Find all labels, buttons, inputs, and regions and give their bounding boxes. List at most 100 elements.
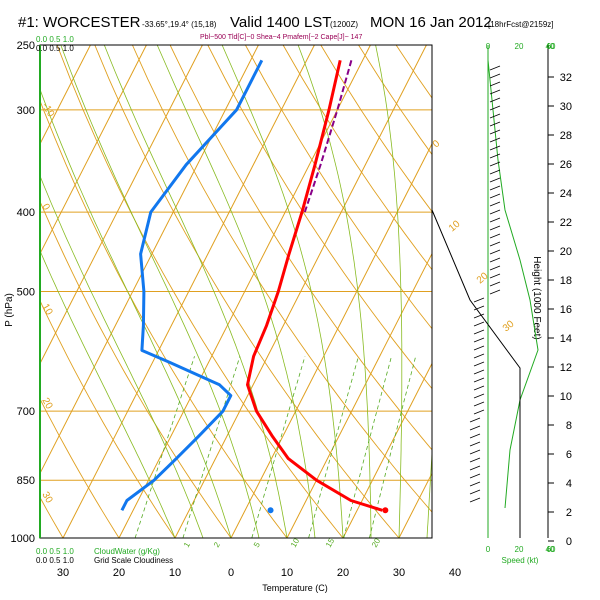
temp-tick-label: 10 <box>169 567 181 579</box>
wind-barb <box>473 337 485 343</box>
moist-adiabat-line <box>297 45 372 538</box>
isotherm-label: 0 <box>431 138 443 150</box>
wind-barb <box>489 265 501 271</box>
wind-axis-top-label: 40 <box>546 42 555 51</box>
wind-speed-profile <box>487 59 539 509</box>
cloudwater-scale: 0.0 0.5 1.0 <box>36 547 74 556</box>
height-tick-label: 22 <box>560 217 572 229</box>
right-axis-label: Height (1000 Feet) <box>531 256 542 339</box>
dry-adiabat-line <box>169 45 432 451</box>
series-layer <box>120 59 389 514</box>
wind-barb <box>473 353 485 359</box>
station-title: #1: WORCESTER <box>18 14 141 31</box>
height-tick-label: 12 <box>560 362 572 374</box>
height-tick-label: 26 <box>560 159 572 171</box>
wind-barb <box>473 361 485 367</box>
isotherm-line <box>511 45 600 538</box>
dry-adiabat-line <box>547 45 600 538</box>
wind-axis-bottom-label: 60 <box>547 545 556 554</box>
pressure-tick-label: 400 <box>17 207 35 219</box>
top-scale-black: 0.0 0.5 1.0 <box>36 44 74 53</box>
wind-barb <box>489 201 501 207</box>
wind-barb <box>489 257 501 263</box>
height-tick-label: 4 <box>566 478 572 490</box>
height-tick-label: 20 <box>560 246 572 258</box>
wind-barb <box>489 153 501 159</box>
moist-adiabat-line <box>221 45 344 538</box>
wind-barb <box>473 409 485 415</box>
temp-tick-label: 10 <box>281 567 293 579</box>
pressure-tick-label: 850 <box>17 475 35 487</box>
wind-axis-top-label: 20 <box>515 42 524 51</box>
moist-adiabat-line <box>40 174 204 538</box>
isotherm-line <box>62 45 315 538</box>
dry-adiabat-line <box>94 45 400 538</box>
dry-adiabat-line <box>320 45 432 213</box>
isotherm-line <box>40 45 91 145</box>
height-tick-label: 6 <box>566 449 572 461</box>
dry-adiabat-line <box>40 299 176 538</box>
height-tick-label: 8 <box>566 420 572 432</box>
wind-barb <box>489 105 501 111</box>
isotherm-line <box>118 45 371 538</box>
dry-adiabat-line <box>56 45 344 538</box>
pressure-tick-label: 1000 <box>11 533 35 545</box>
temp-tick-label: 40 <box>449 567 461 579</box>
wind-barb <box>489 193 501 199</box>
isotherm-line <box>40 45 259 475</box>
temp-tick-label: 20 <box>113 567 125 579</box>
wind-axis-bottom-label: 20 <box>515 545 524 554</box>
isotherm-label: 0 <box>39 202 52 213</box>
wind-barb <box>489 217 501 223</box>
wind-barb <box>469 441 481 447</box>
height-tick-label: 28 <box>560 130 572 142</box>
height-tick-label: 10 <box>560 391 572 403</box>
dry-adiabat-line <box>509 45 600 538</box>
wind-barb <box>489 273 501 279</box>
moist-adiabat-line <box>156 45 316 538</box>
wind-barb <box>469 457 481 463</box>
grid-cloud-scale: 0.0 0.5 1.0 <box>36 556 74 565</box>
wind-barb <box>469 497 481 503</box>
wind-barb <box>489 209 501 215</box>
mixing-ratio-line <box>369 356 417 538</box>
dry-adiabat-line <box>282 45 432 271</box>
mixing-ratio-label: 5 <box>252 540 262 549</box>
surface-dewpoint-point <box>267 507 274 514</box>
dry-adiabat-line <box>585 45 600 538</box>
x-axis-label: Temperature (C) <box>262 583 328 593</box>
wind-barb <box>473 329 485 335</box>
wind-barb <box>469 425 481 431</box>
utc-time: (1200Z) <box>330 20 359 29</box>
wind-barb <box>489 161 501 167</box>
height-tick-label: 30 <box>560 101 572 113</box>
forecast-date: MON 16 Jan 2012 <box>370 14 492 31</box>
temp-tick-label: 30 <box>57 567 69 579</box>
dry-adiabat-line <box>40 99 288 538</box>
wind-barb <box>469 433 481 439</box>
isotherm-label: 30 <box>501 318 517 334</box>
height-tick-label: 2 <box>566 507 572 519</box>
wind-barb <box>473 313 485 319</box>
isotherm-label: 10 <box>447 218 463 234</box>
wind-barb <box>489 113 501 119</box>
wind-axis-bottom-label: 40 <box>546 545 555 554</box>
wind-barb <box>489 129 501 135</box>
wind-barb <box>473 297 485 303</box>
temp-tick-label: 0 <box>228 567 234 579</box>
cloudwater-label: CloudWater (g/Kg) <box>94 547 160 556</box>
temp-tick-label: 20 <box>337 567 349 579</box>
grid-layer <box>40 45 600 538</box>
wind-barb <box>489 65 501 71</box>
mixing-ratio-label: 2 <box>212 540 222 549</box>
height-tick-label: 16 <box>560 304 572 316</box>
height-tick-label: 0 <box>566 536 572 548</box>
surface-temp-point <box>382 507 389 514</box>
wind-axis-top-label: 0 <box>486 42 491 51</box>
temp-tick-label: 30 <box>393 567 405 579</box>
moist-adiabat-line <box>455 45 496 538</box>
wind-barb <box>469 489 481 495</box>
isotherm-label: 20 <box>39 396 54 412</box>
height-tick-label: 32 <box>560 72 572 84</box>
